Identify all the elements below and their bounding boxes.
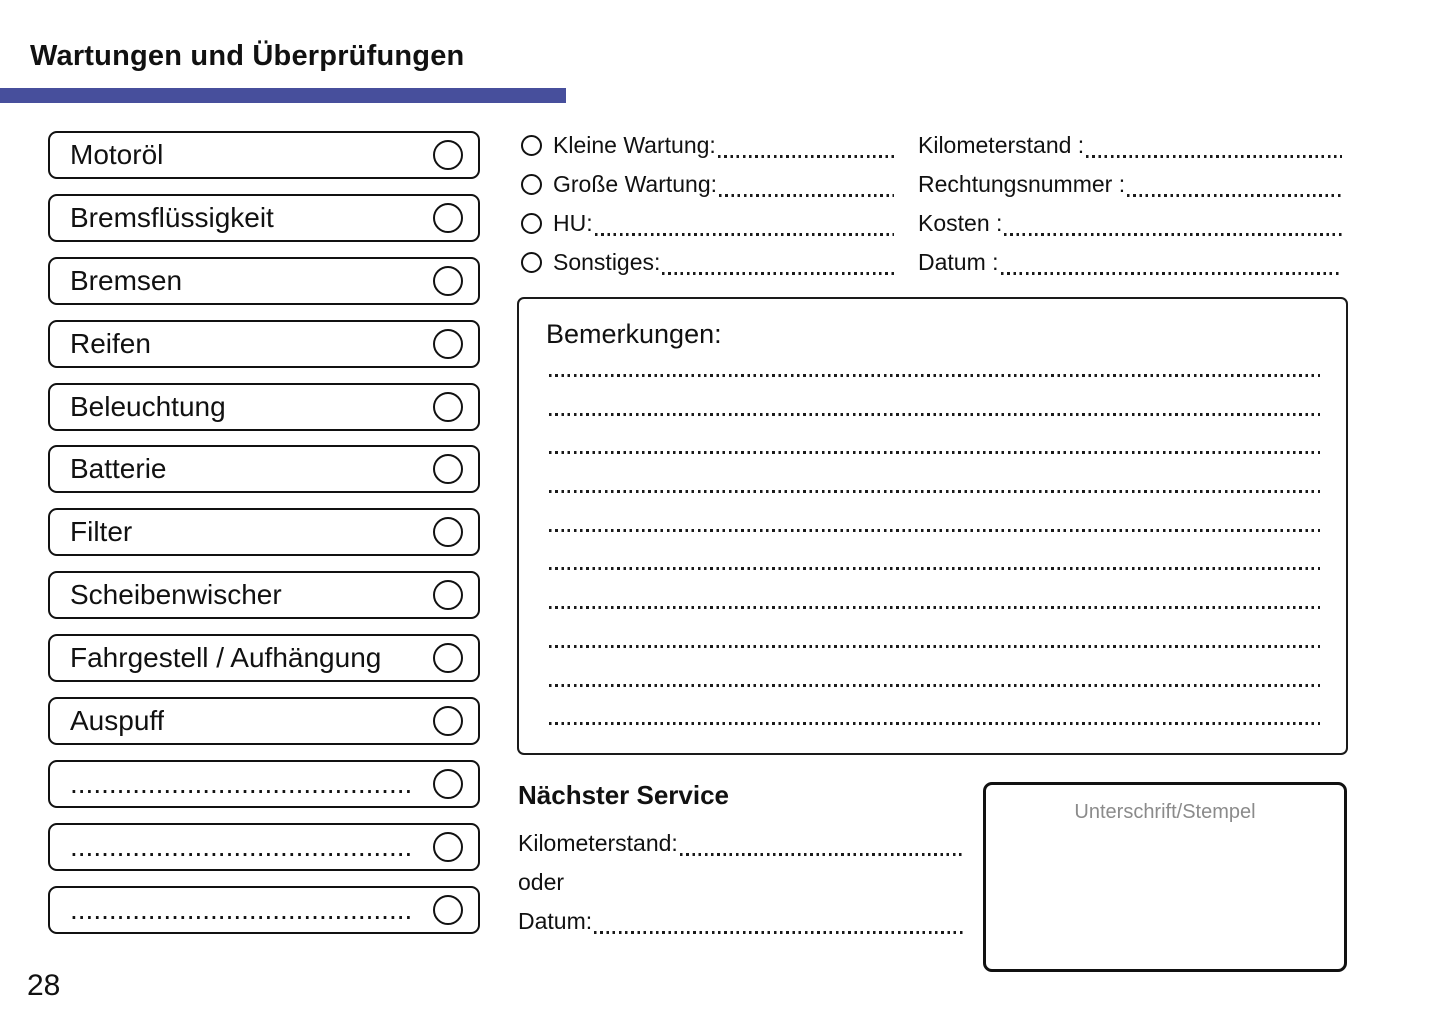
service-detail-field: Rechtungsnummer : [918, 165, 1342, 204]
write-in-line[interactable] [594, 931, 964, 934]
check-circle[interactable] [433, 831, 463, 862]
service-detail-label: Datum : [918, 249, 999, 275]
checklist-item-label: Auspuff [70, 705, 165, 737]
check-circle[interactable] [433, 265, 463, 296]
remarks-write-in-line[interactable] [549, 528, 1320, 532]
checklist-item: Beleuchtung [48, 382, 480, 431]
checklist-item-label: Bremsflüssigkeit [70, 201, 274, 233]
checklist-item-label: Reifen [70, 327, 151, 359]
service-detail-field: Kilometerstand : [918, 126, 1342, 165]
service-type-label: HU: [553, 210, 593, 236]
service-type-label: Kleine Wartung: [553, 132, 716, 158]
check-circle[interactable] [433, 768, 463, 799]
check-circle[interactable] [433, 517, 463, 548]
page-number: 28 [27, 969, 61, 1002]
service-type-label: Sonstiges: [553, 249, 661, 275]
remarks-lines [549, 299, 1320, 726]
checklist-item: Filter [48, 508, 480, 557]
check-circle[interactable] [433, 454, 463, 485]
service-detail-label: Kosten : [918, 210, 1003, 236]
remarks-write-in-line[interactable] [549, 722, 1320, 726]
check-circle[interactable] [433, 328, 463, 359]
next-service-date-field: Datum: [518, 902, 964, 941]
service-type-option: HU: [521, 204, 894, 243]
check-circle[interactable] [433, 202, 463, 233]
next-service-km-label: Kilometerstand: [518, 830, 678, 856]
checklist-item-label: Scheibenwischer [70, 579, 282, 611]
check-circle[interactable] [433, 706, 463, 737]
remarks-write-in-line[interactable] [549, 644, 1320, 648]
remarks-write-in-line[interactable] [549, 490, 1320, 494]
radio-circle[interactable] [521, 213, 542, 234]
remarks-write-in-line[interactable] [549, 567, 1320, 571]
write-in-line[interactable] [594, 233, 894, 236]
check-circle[interactable] [433, 140, 463, 170]
service-type-label: Große Wartung: [553, 171, 718, 197]
checklist-item: Reifen [48, 319, 480, 368]
next-service-title: Nächster Service [518, 780, 730, 810]
check-circle[interactable] [433, 580, 463, 611]
checklist-item-label: ........................................… [70, 830, 413, 862]
write-in-line[interactable] [1004, 233, 1342, 236]
service-type-options: Kleine Wartung: Große Wartung: HU: Sonst… [521, 126, 894, 282]
remarks-write-in-line[interactable] [549, 683, 1320, 687]
remarks-box: Bemerkungen: [517, 297, 1348, 755]
service-detail-label: Kilometerstand : [918, 132, 1085, 158]
checklist-item: Bremsflüssigkeit [48, 193, 480, 242]
page-title: Wartungen und Überprüfungen [30, 40, 465, 72]
service-details-fields: Kilometerstand : Rechtungsnummer : Koste… [918, 126, 1342, 282]
radio-circle[interactable] [521, 252, 542, 273]
next-service-or-label: oder [518, 869, 565, 895]
checklist-item: Batterie [48, 445, 480, 494]
inspection-checklist: Motoröl Bremsflüssigkeit Bremsen Reifen … [48, 131, 480, 949]
signature-placeholder: Unterschrift/Stempel [1074, 801, 1256, 823]
check-circle[interactable] [433, 894, 463, 925]
checklist-item: Bremsen [48, 256, 480, 305]
radio-circle[interactable] [521, 174, 542, 195]
checklist-item-label: ........................................… [70, 767, 413, 799]
service-type-option: Große Wartung: [521, 165, 894, 204]
checklist-item: ........................................… [48, 822, 480, 871]
write-in-line[interactable] [719, 194, 894, 197]
service-detail-label: Rechtungsnummer : [918, 171, 1126, 197]
checklist-item: Auspuff [48, 697, 480, 746]
write-in-line[interactable] [1000, 272, 1342, 275]
service-detail-field: Kosten : [918, 204, 1342, 243]
checklist-item: Motoröl [48, 131, 480, 179]
write-in-line[interactable] [1127, 194, 1342, 197]
remarks-write-in-line[interactable] [549, 374, 1320, 377]
remarks-write-in-line[interactable] [549, 451, 1320, 455]
service-type-option: Sonstiges: [521, 243, 894, 282]
title-underline-bar [0, 88, 566, 103]
checklist-item-label: ........................................… [70, 893, 413, 925]
checklist-item-label: Motoröl [70, 139, 164, 170]
service-detail-field: Datum : [918, 243, 1342, 282]
checklist-item-label: Bremsen [70, 264, 183, 296]
write-in-line[interactable] [679, 853, 964, 856]
radio-circle[interactable] [521, 135, 542, 156]
next-service-section: Nächster Service Kilometerstand: oder Da… [518, 780, 964, 941]
checklist-item-label: Batterie [70, 453, 167, 485]
remarks-write-in-line[interactable] [549, 412, 1320, 416]
checklist-item: ........................................… [48, 759, 480, 808]
check-circle[interactable] [433, 391, 463, 422]
checklist-item-label: Beleuchtung [70, 390, 226, 422]
next-service-date-label: Datum: [518, 908, 593, 934]
service-type-option: Kleine Wartung: [521, 126, 894, 165]
checklist-item: Fahrgestell / Aufhängung [48, 634, 480, 683]
signature-box[interactable]: Unterschrift/Stempel [983, 782, 1347, 972]
checklist-item: Scheibenwischer [48, 571, 480, 620]
next-service-km-field: Kilometerstand: [518, 824, 964, 863]
checklist-item-label: Fahrgestell / Aufhängung [70, 642, 382, 674]
write-in-line[interactable] [1086, 155, 1342, 158]
write-in-line[interactable] [717, 155, 894, 158]
remarks-title: Bemerkungen: [546, 319, 722, 349]
remarks-write-in-line[interactable] [549, 606, 1320, 610]
check-circle[interactable] [433, 643, 463, 674]
checklist-item: ........................................… [48, 885, 480, 934]
checklist-item-label: Filter [70, 516, 133, 548]
write-in-line[interactable] [662, 272, 894, 275]
